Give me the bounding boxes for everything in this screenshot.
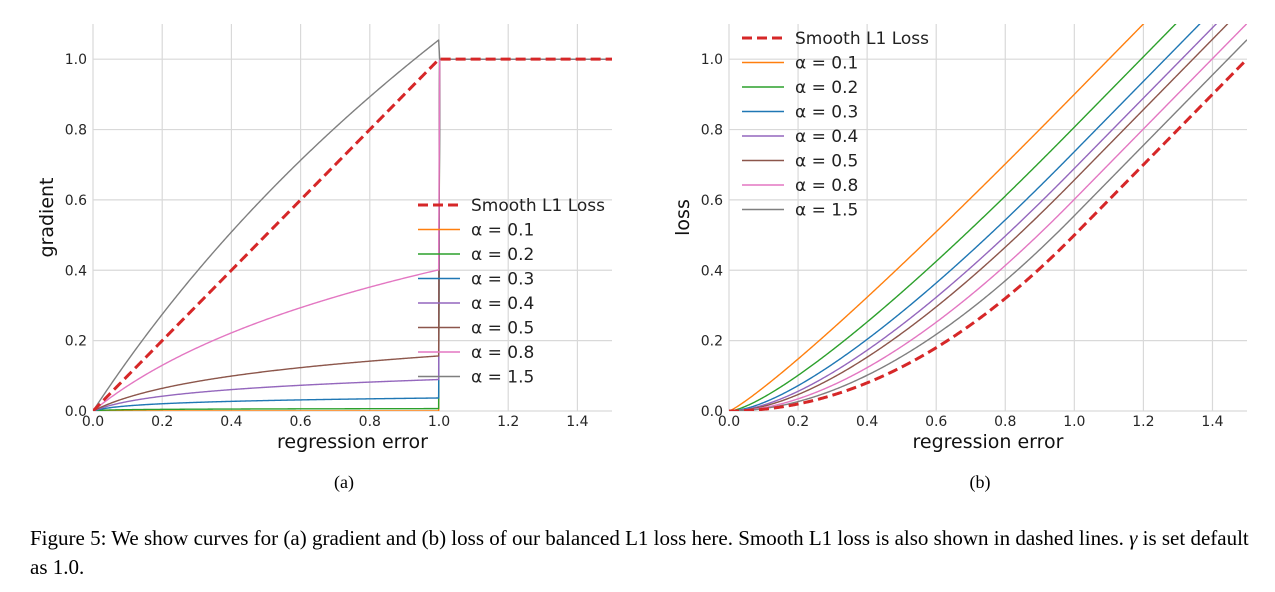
- panel-a-y-tick-label: 1.0: [65, 52, 87, 68]
- panel-a-legend-label: α = 0.4: [471, 294, 534, 314]
- panel-b-legend-label: α = 1.5: [795, 201, 858, 221]
- panel-a-x-tick-label: 1.4: [566, 414, 588, 430]
- panel-b-series-line: [729, 39, 1247, 411]
- panel-b-x-tick-label: 1.2: [1132, 414, 1154, 430]
- panel-a-x-axis-label: regression error: [277, 431, 428, 453]
- panel-b-sublabel: (b): [970, 472, 991, 493]
- panel-a-legend-label: α = 0.8: [471, 343, 534, 363]
- panel-a-y-tick-label: 0.4: [65, 263, 87, 279]
- panel-b-x-axis-label: regression error: [912, 431, 1063, 453]
- caption-text-end: is set default as 1.0.: [30, 526, 1249, 579]
- panel-b-legend-label: Smooth L1 Loss: [795, 29, 929, 49]
- panel-b-series-line: [729, 24, 1145, 411]
- panel-b-x-tick-label: 1.4: [1201, 414, 1223, 430]
- panel-b-legend-label: α = 0.3: [795, 103, 858, 123]
- panel-b-x-tick-label: 0.4: [856, 414, 878, 430]
- panel-b-y-tick-label: 0.8: [701, 123, 723, 139]
- panel-b-legend: Smooth L1 Loss α = 0.1 α = 0.2 α = 0.3 α = 0…: [742, 29, 929, 221]
- panel-b-x-tick-label: 0.8: [994, 414, 1016, 430]
- panel-b-y-tick-label: 1.0: [701, 52, 723, 68]
- panel-a-x-tick-label: 1.2: [497, 414, 519, 430]
- panel-a-legend-label: α = 0.5: [471, 319, 534, 339]
- panel-a-y-tick-label: 0.6: [65, 193, 87, 209]
- caption-label: Figure 5:: [30, 526, 107, 550]
- panel-a-y-tick-label: 0.8: [65, 123, 87, 139]
- panel-b-series-line: [729, 24, 1229, 411]
- panel-b-legend-label: α = 0.5: [795, 152, 858, 172]
- panel-a-x-tick-label: 0.4: [220, 414, 242, 430]
- figure-caption: Figure 5: We show curves for (a) gradien…: [30, 524, 1265, 582]
- panel-a-legend-label: α = 0.2: [471, 245, 534, 265]
- panel-a-x-tick-label: 0.8: [359, 414, 381, 430]
- panel-b-legend-label: α = 0.1: [795, 54, 858, 74]
- panel-b-series-line: [729, 24, 1201, 411]
- panel-b-y-tick-label: 0.0: [701, 404, 723, 420]
- panel-b-series-line: [729, 24, 1218, 411]
- panel-b-y-tick-label: 0.2: [701, 334, 723, 350]
- panel-b-y-tick-label: 0.4: [701, 263, 723, 279]
- panel-a-gradient: (a) 0.0 0.2 0.4 0.6 0.8 1.0 1.2 1.4 0.0 0.2 0.4 0.6…: [36, 24, 612, 493]
- panel-a-x-tick-label: 0.2: [151, 414, 173, 430]
- panel-a-series-line: [93, 57, 612, 411]
- panel-b-series-line: [729, 24, 1247, 411]
- panel-b-legend-label: α = 0.4: [795, 127, 858, 147]
- panel-b-legend-label: α = 0.8: [795, 176, 858, 196]
- panel-a-x-tick-label: 1.0: [428, 414, 450, 430]
- panel-b-loss: (b) 0.0 0.2 0.4 0.6 0.8 1.0 1.2 1.4 0.0 0.2 0.4 0.6…: [672, 24, 1247, 493]
- panel-b-x-tick-label: 0.2: [787, 414, 809, 430]
- panel-a-legend-label: α = 0.3: [471, 270, 534, 290]
- panel-b-series-line: [729, 24, 1177, 411]
- panel-a-legend-label: α = 1.5: [471, 368, 534, 388]
- panel-a-legend: Smooth L1 Loss α = 0.1 α = 0.2 α = 0.3 α = 0…: [418, 196, 605, 388]
- panel-a-legend-label: Smooth L1 Loss: [471, 196, 605, 216]
- caption-text: We show curves for (a) gradient and (b) …: [111, 526, 1124, 550]
- panel-a-y-tick-label: 0.0: [65, 404, 87, 420]
- gamma-symbol: γ: [1129, 526, 1138, 550]
- panel-a-legend-label: α = 0.1: [471, 221, 534, 241]
- panel-b-x-tick-label: 0.6: [925, 414, 947, 430]
- panel-b-y-axis-label: loss: [672, 199, 694, 236]
- panel-a-y-axis-label: gradient: [36, 177, 58, 257]
- panel-a-x-tick-label: 0.0: [82, 414, 104, 430]
- panel-a-x-tick-label: 0.6: [289, 414, 311, 430]
- panel-b-legend-label: α = 0.2: [795, 78, 858, 98]
- panel-a-sublabel: (a): [334, 472, 354, 493]
- panel-b-x-tick-label: 1.0: [1063, 414, 1085, 430]
- panel-a-y-tick-label: 0.2: [65, 334, 87, 350]
- panel-b-y-tick-label: 0.6: [701, 193, 723, 209]
- panel-b-x-tick-label: 0.0: [718, 414, 740, 430]
